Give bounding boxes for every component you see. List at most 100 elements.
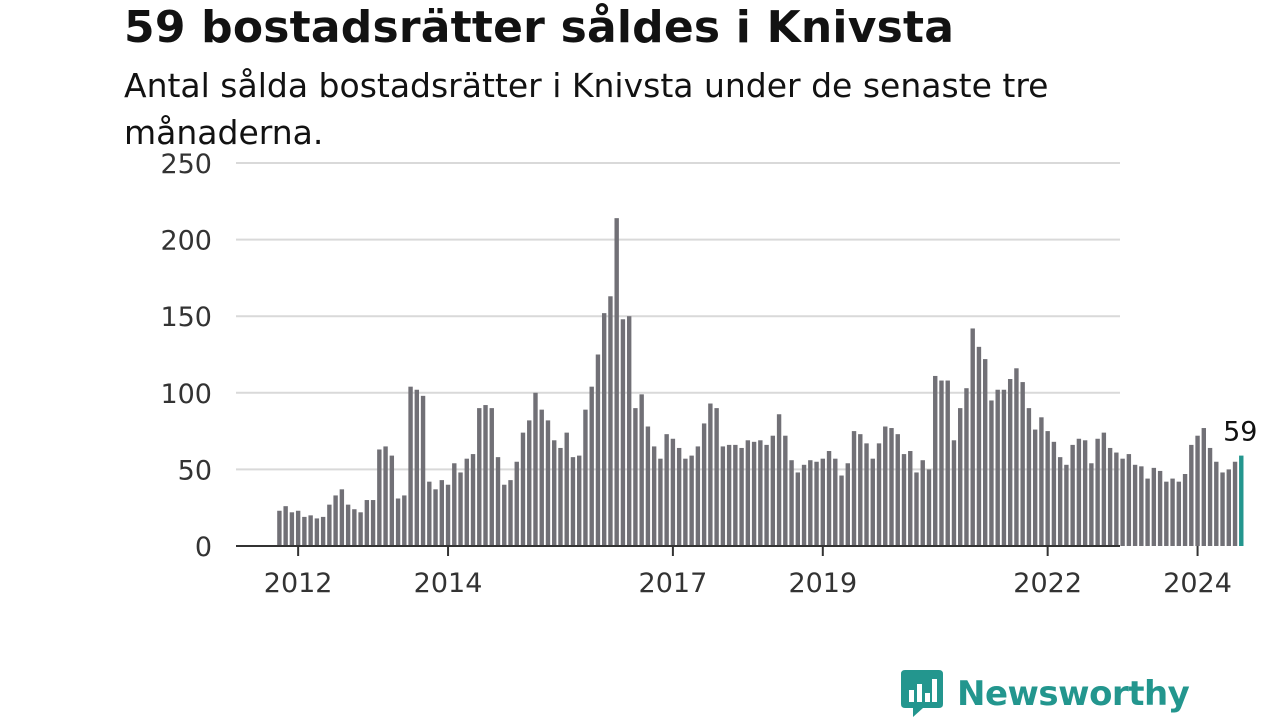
bar bbox=[589, 386, 594, 546]
bar bbox=[1001, 389, 1007, 546]
bar bbox=[720, 446, 726, 546]
bar bbox=[1170, 478, 1175, 546]
bar bbox=[783, 435, 788, 546]
bar bbox=[1045, 431, 1050, 546]
bar bbox=[933, 375, 938, 546]
bar bbox=[870, 458, 875, 546]
bar bbox=[577, 455, 582, 546]
bar bbox=[489, 408, 494, 546]
y-tick-label: 150 bbox=[160, 302, 212, 333]
bar bbox=[833, 458, 838, 546]
bar bbox=[1195, 435, 1200, 546]
y-tick-label: 0 bbox=[195, 532, 212, 563]
bar bbox=[945, 380, 950, 546]
bar bbox=[814, 461, 819, 546]
bar bbox=[751, 441, 757, 546]
bar bbox=[295, 510, 301, 546]
bar bbox=[601, 313, 607, 546]
bar bbox=[283, 506, 288, 546]
bar bbox=[926, 469, 932, 546]
bar bbox=[358, 512, 363, 546]
bar bbox=[889, 428, 894, 546]
bar bbox=[789, 460, 794, 546]
bar bbox=[595, 354, 601, 546]
bar bbox=[558, 447, 563, 546]
bar bbox=[626, 316, 632, 546]
bar bbox=[1139, 466, 1144, 546]
last-value-label: 59 bbox=[1223, 417, 1257, 448]
bar bbox=[564, 432, 569, 546]
bar bbox=[776, 414, 782, 546]
bar bbox=[645, 426, 651, 546]
bar bbox=[864, 443, 869, 546]
bar bbox=[514, 461, 519, 546]
bar bbox=[1220, 472, 1225, 546]
bar bbox=[845, 463, 850, 546]
bar bbox=[1107, 447, 1113, 546]
bar bbox=[452, 463, 457, 546]
bar bbox=[1032, 429, 1038, 546]
bar bbox=[314, 518, 320, 546]
chart-title: 59 bostadsrätter såldes i Knivsta bbox=[124, 2, 955, 53]
bar bbox=[1182, 474, 1188, 546]
bar bbox=[995, 389, 1000, 546]
bar bbox=[620, 319, 626, 546]
bar bbox=[289, 512, 295, 546]
bar bbox=[608, 296, 613, 546]
bar bbox=[901, 454, 907, 546]
bar bbox=[1064, 464, 1069, 546]
bar bbox=[539, 409, 544, 546]
bar bbox=[1226, 469, 1231, 546]
bar bbox=[408, 386, 413, 546]
bar bbox=[676, 447, 682, 546]
x-tick-label: 2017 bbox=[639, 568, 708, 599]
bar bbox=[1007, 379, 1013, 546]
bar bbox=[651, 446, 657, 546]
bars bbox=[277, 218, 1244, 546]
bar bbox=[745, 440, 751, 546]
x-tick-label: 2022 bbox=[1013, 568, 1082, 599]
newsworthy-brand: Newsworthy bbox=[901, 670, 1190, 718]
x-tick-label: 2024 bbox=[1163, 568, 1232, 599]
bar bbox=[320, 516, 326, 546]
bar bbox=[1201, 428, 1207, 546]
newsworthy-logo-icon bbox=[901, 670, 943, 717]
bar bbox=[964, 388, 969, 546]
bar bbox=[1157, 470, 1163, 546]
bar bbox=[1151, 467, 1157, 546]
bar bbox=[883, 426, 888, 546]
bar bbox=[708, 403, 713, 546]
bar bbox=[364, 500, 370, 546]
bar bbox=[1114, 452, 1119, 546]
x-tick-label: 2019 bbox=[788, 568, 857, 599]
bar bbox=[458, 472, 463, 546]
bar bbox=[801, 464, 807, 546]
bar bbox=[433, 489, 438, 546]
bar bbox=[1120, 458, 1125, 546]
bar bbox=[958, 408, 963, 546]
bar bbox=[389, 455, 395, 546]
y-tick-label: 200 bbox=[160, 226, 212, 257]
y-tick-label: 250 bbox=[160, 149, 212, 180]
bar bbox=[764, 444, 769, 546]
bar bbox=[470, 454, 476, 546]
bar bbox=[583, 409, 588, 546]
x-axis: 2012 2014 2017 2019 2022 2024 bbox=[236, 545, 1232, 599]
bar bbox=[352, 509, 357, 546]
bar bbox=[395, 498, 401, 546]
bar bbox=[851, 431, 857, 546]
bar bbox=[858, 434, 863, 546]
bar bbox=[345, 504, 351, 546]
bar bbox=[483, 405, 488, 546]
bar bbox=[633, 408, 638, 546]
bar bbox=[664, 434, 669, 546]
bar bbox=[1089, 463, 1094, 546]
bar bbox=[533, 392, 538, 546]
bar bbox=[377, 449, 382, 546]
bar bbox=[464, 458, 469, 546]
y-tick-label: 50 bbox=[178, 455, 212, 486]
bar bbox=[726, 444, 732, 546]
bar bbox=[758, 440, 763, 546]
bar bbox=[951, 440, 957, 546]
